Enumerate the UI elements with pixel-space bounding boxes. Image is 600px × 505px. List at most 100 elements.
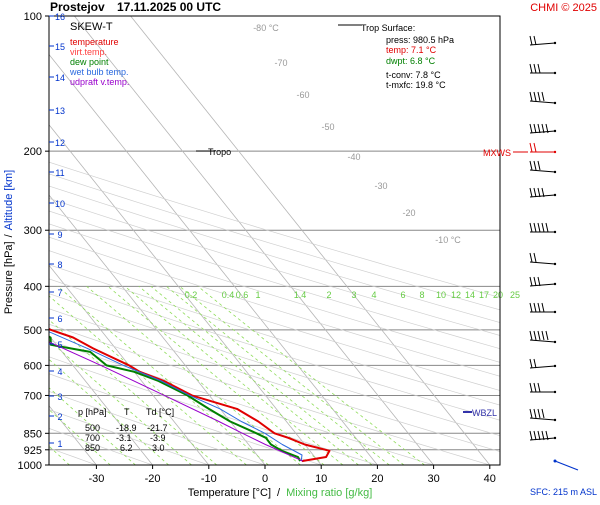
- isotherm-label: -50: [321, 122, 334, 132]
- surface-tconv: t-conv: 7.8 °C: [386, 70, 441, 80]
- mixing-ratio-line: [107, 285, 325, 465]
- table-row-850-t: 6.2: [120, 443, 133, 453]
- dry-adiabat: [49, 339, 434, 465]
- temperature-tick-label: 0: [262, 473, 268, 485]
- altitude-tick-label: 12: [55, 138, 65, 148]
- temperature-tick-label: 20: [371, 473, 383, 485]
- mixing-ratio-line: [124, 285, 344, 465]
- mixing-ratio-line: [86, 285, 301, 465]
- wind-barbs: [529, 35, 579, 471]
- dry-adiabat: [49, 308, 500, 452]
- altitude-tick-label: 10: [55, 199, 65, 209]
- isotherm-line: [49, 264, 210, 465]
- pressure-tick-label: 600: [24, 360, 42, 372]
- altitude-tick-label: 14: [55, 73, 65, 83]
- wind-barb: [529, 408, 557, 422]
- y-axis-title: Pressure [hPa] / Altitude [km]: [3, 170, 15, 314]
- table-header-p: p [hPa]: [78, 407, 107, 417]
- mixing-ratio-label: 17: [479, 290, 489, 300]
- mixing-ratio-line: [197, 285, 425, 465]
- dry-adiabat: [49, 210, 500, 350]
- wind-barb: [529, 123, 557, 134]
- table-row-700-t: -3.1: [116, 433, 132, 443]
- pressure-tick-label: 500: [24, 325, 42, 337]
- altitude-tick-label: 4: [57, 367, 62, 377]
- temperature-tick-label: 40: [484, 473, 496, 485]
- pressure-tick-label: 925: [24, 445, 42, 457]
- mixing-ratio-label: 12: [451, 290, 461, 300]
- dry-adiabat: [49, 323, 490, 465]
- updraft-vtemp-line: [49, 341, 304, 462]
- table-row-500-t: -18.9: [116, 423, 137, 433]
- altitude-tick-label: 15: [55, 42, 65, 52]
- dry-adiabat: [49, 250, 500, 391]
- legend-item-wet-bulb: wet bulb temp.: [69, 67, 129, 77]
- temperature-tick-label: 30: [427, 473, 439, 485]
- y-axis-title-pressure: Pressure [hPa]: [3, 241, 15, 314]
- wind-barb: [529, 430, 557, 441]
- mixing-ratio-label: 25: [510, 290, 520, 300]
- surface-temp: temp: 7.1 °C: [386, 45, 437, 55]
- wind-barb: [529, 252, 557, 266]
- legend-item-virt-temp: virt.temp.: [70, 47, 107, 57]
- wind-barb: [529, 35, 557, 46]
- x-axis-title: Temperature [°C] / Mixing ratio [g/kg]: [188, 487, 373, 499]
- tropo-label: Tropo: [208, 147, 231, 157]
- isotherm-line: [130, 16, 491, 465]
- surface-dwpt: dwpt: 6.8 °C: [386, 56, 436, 66]
- pressure-tick-label: 200: [24, 146, 42, 158]
- wind-barb: [529, 187, 557, 198]
- wind-barb: [529, 63, 557, 75]
- pressure-tick-label: 300: [24, 225, 42, 237]
- altitude-tick-label: 8: [57, 260, 62, 270]
- y-axis-title-altitude: Altitude [km]: [3, 170, 15, 231]
- altitude-tick-label: 11: [55, 168, 64, 178]
- mixing-ratio-label: 6: [400, 290, 405, 300]
- mixing-ratio-label: 0.2: [185, 290, 198, 300]
- isotherm-label: -70: [274, 58, 287, 68]
- temperature-tick-label: -10: [201, 473, 217, 485]
- mixing-ratio-line: [49, 319, 218, 465]
- mixing-ratio-label: 14: [465, 290, 475, 300]
- altitude-tick-label: 5: [57, 340, 62, 350]
- surface-press: press: 980.5 hPa: [386, 35, 454, 45]
- altitude-tick-label: 3: [57, 392, 62, 402]
- surface-title: Trop Surface:: [361, 23, 415, 33]
- surface-tmxfc: t-mxfc: 19.8 °C: [386, 80, 446, 90]
- dry-adiabat: [49, 236, 500, 377]
- pressure-tick-label: 850: [24, 428, 42, 440]
- dry-adiabat: [49, 223, 500, 363]
- isotherm-label: -20: [402, 208, 415, 218]
- legend-item-temperature: temperature: [70, 37, 119, 47]
- temperature-tick-label: -30: [88, 473, 104, 485]
- wind-barb: [529, 222, 557, 234]
- mixing-ratio-line: [138, 285, 359, 465]
- mixing-ratio-line: [49, 409, 111, 465]
- isotherm-line: [74, 16, 434, 465]
- table-header-t: T: [124, 407, 130, 417]
- mxws-label: MXWS: [483, 148, 511, 158]
- level-table: p [hPa] T Td [°C] 500 -18.9 -21.7 700 -3…: [78, 407, 174, 453]
- y-axis-title-sep: /: [3, 233, 15, 237]
- isotherm-line: [49, 53, 378, 465]
- isotherm-label: -10 °C: [435, 235, 461, 245]
- wbzl-label: WBZL: [472, 408, 497, 418]
- altitude-tick-label: 7: [57, 288, 62, 298]
- station-title: Prostejov: [50, 0, 105, 14]
- dry-adiabat: [49, 373, 322, 465]
- wind-barb: [529, 382, 557, 394]
- surface-info: Trop Surface: press: 980.5 hPa temp: 7.1…: [361, 23, 454, 90]
- altitude-tick-label: 2: [57, 412, 62, 422]
- mixing-ratio-label: 2: [326, 290, 331, 300]
- table-row-700-td: -3.9: [150, 433, 166, 443]
- credit-label: CHMI © 2025: [530, 2, 597, 14]
- legend-item-udpraft: udpraft v.temp.: [70, 77, 129, 87]
- temperature-tick-label: -20: [145, 473, 161, 485]
- mixing-ratio-line: [49, 295, 247, 465]
- wet-bulb-line: [49, 331, 303, 462]
- table-row-500-p: 500: [85, 423, 100, 433]
- altitude-tick-label: 13: [55, 106, 65, 116]
- dry-adiabat: [49, 391, 266, 465]
- wind-barb: [529, 358, 557, 369]
